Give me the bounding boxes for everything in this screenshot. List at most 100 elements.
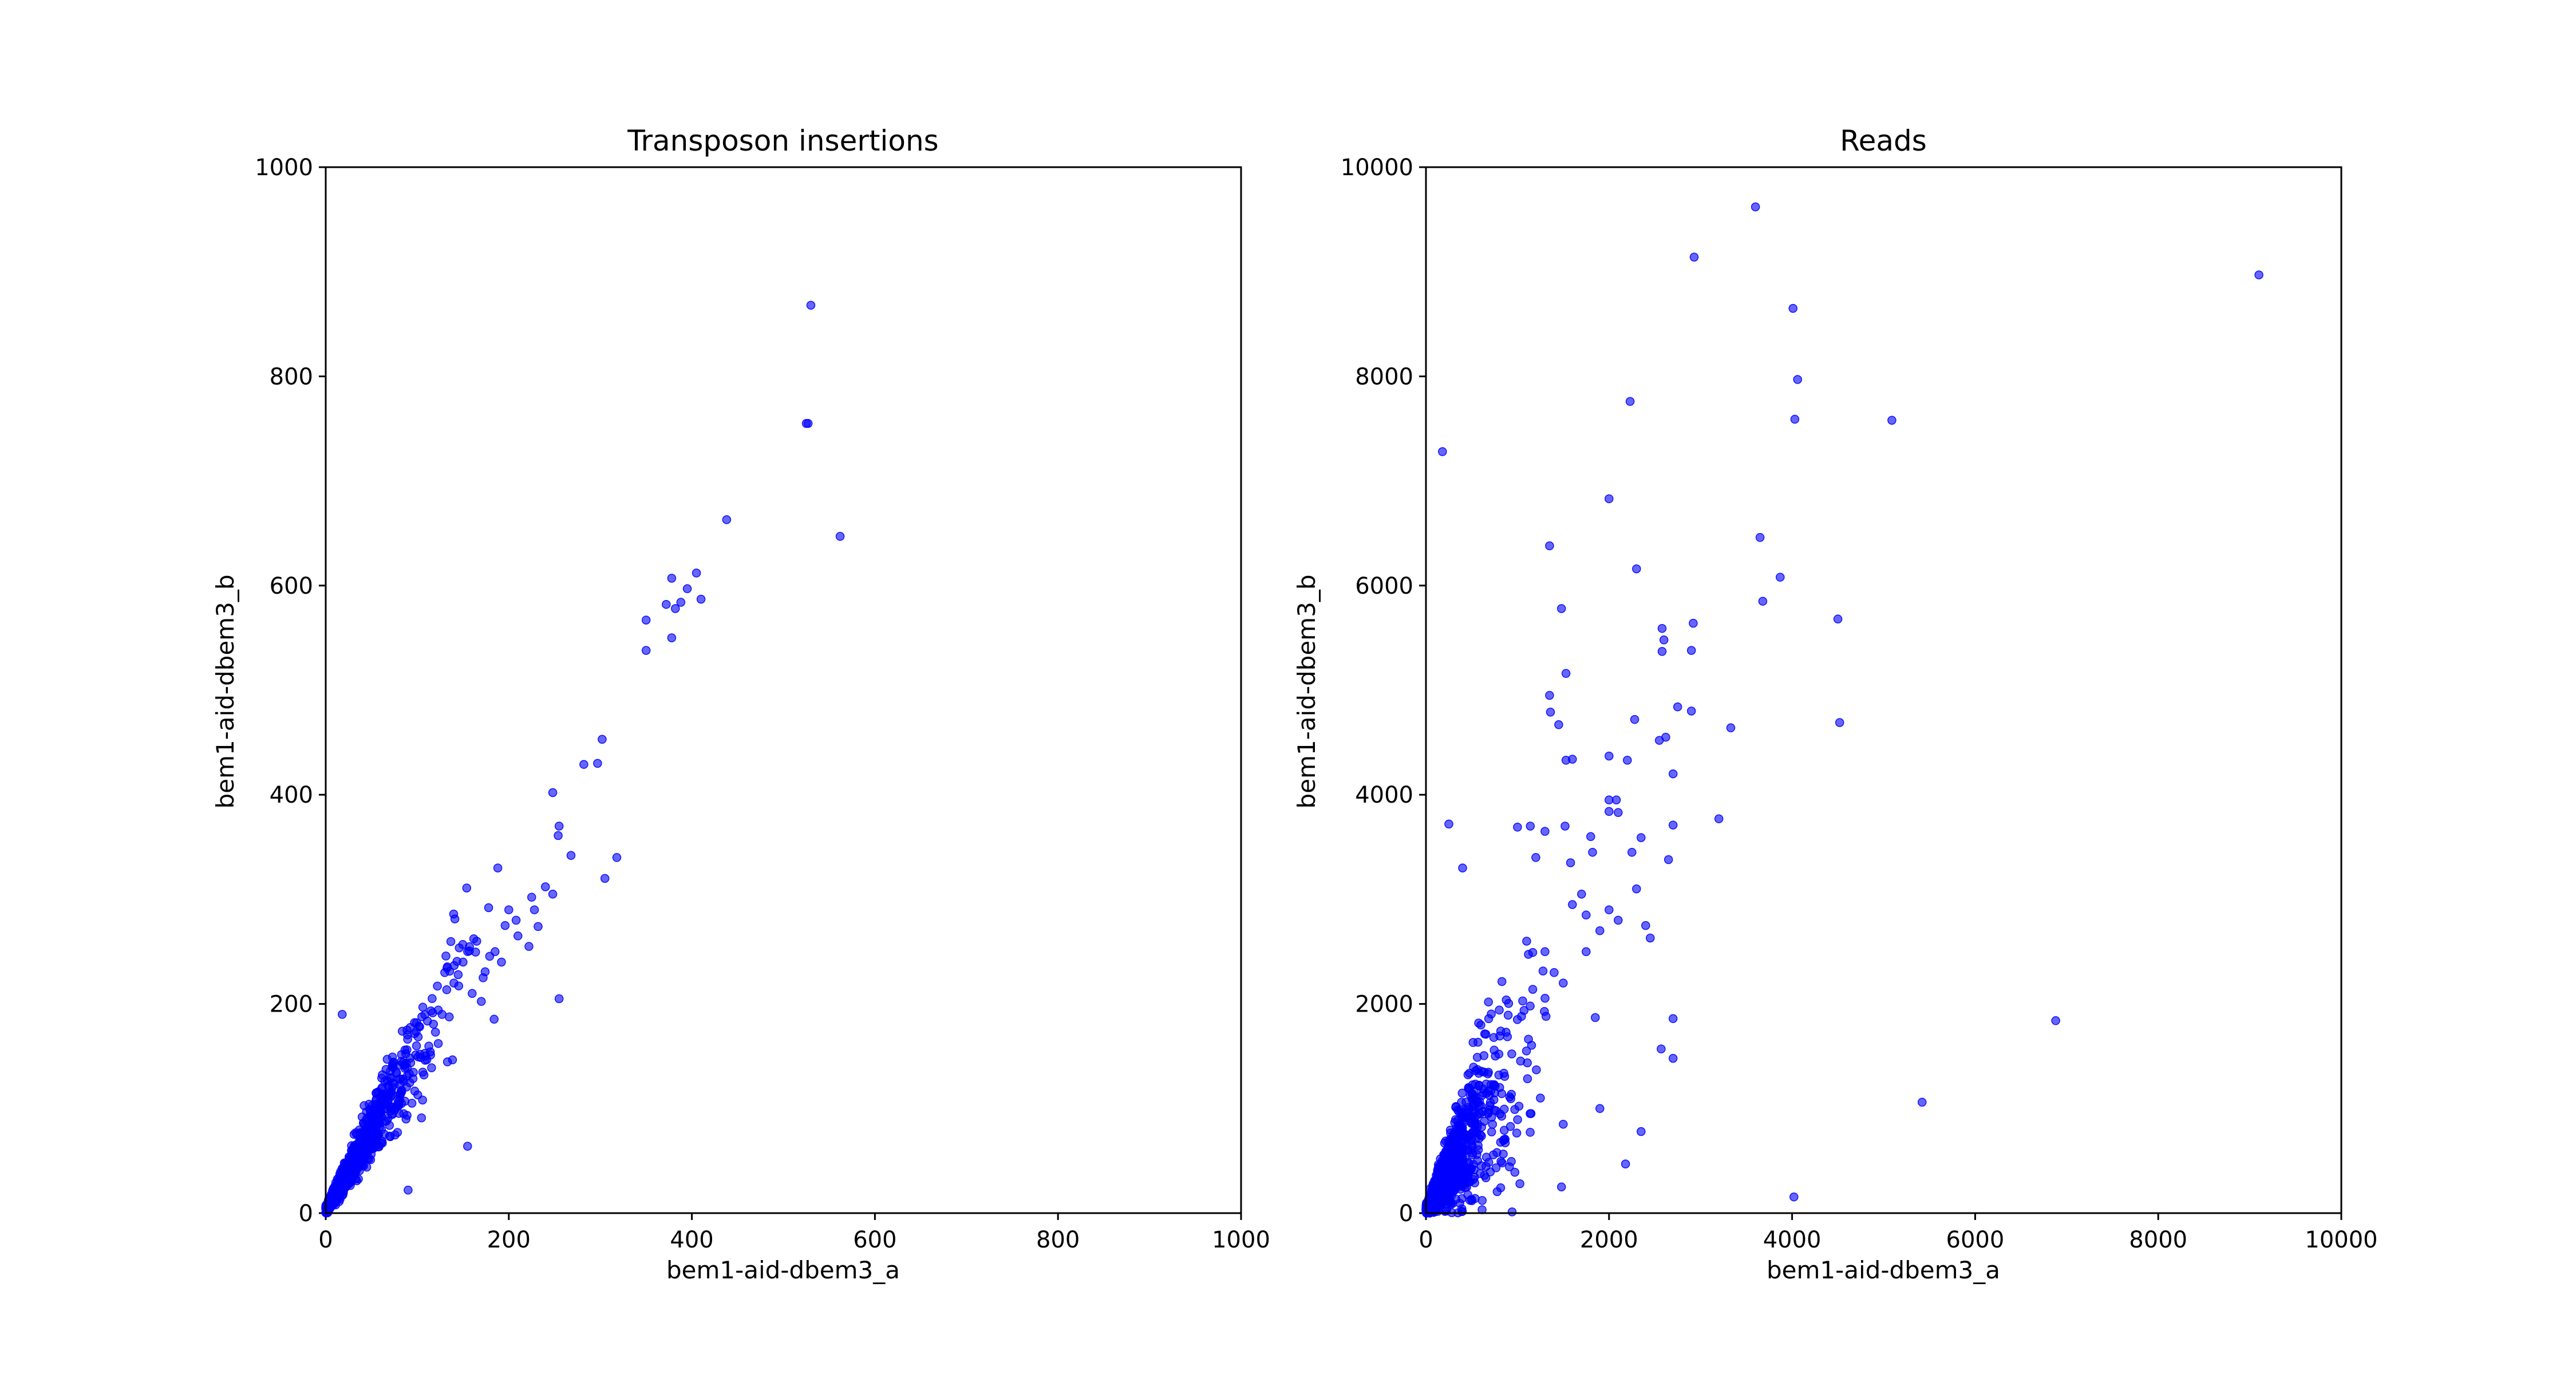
data-point (463, 947, 472, 956)
data-point (1627, 847, 1637, 857)
data-point (403, 1035, 412, 1044)
data-point (722, 515, 732, 524)
data-point (427, 1063, 436, 1072)
data-point (1491, 1163, 1501, 1172)
data-point (362, 1154, 372, 1164)
data-point (1630, 714, 1639, 724)
y-tick-label: 400 (270, 782, 313, 808)
data-point (1457, 1207, 1467, 1216)
data-point (1726, 723, 1736, 733)
data-point (1887, 416, 1897, 425)
data-point (1428, 1183, 1437, 1193)
data-point (1524, 950, 1533, 959)
data-point (385, 1121, 394, 1130)
data-point (362, 1162, 372, 1172)
x-tick-label: 1000 (1212, 1227, 1270, 1253)
data-point (662, 599, 671, 609)
data-point (1510, 1167, 1520, 1177)
data-point (1522, 937, 1531, 946)
data-point (534, 922, 543, 931)
data-point (385, 1073, 394, 1082)
data-point (801, 418, 811, 428)
data-point (1473, 1156, 1482, 1166)
data-point (1455, 1105, 1465, 1115)
data-point (593, 759, 602, 768)
data-point (1497, 977, 1507, 986)
data-point (1788, 303, 1797, 313)
data-point (1664, 855, 1673, 864)
data-point (1505, 1092, 1515, 1101)
data-point (1605, 494, 1614, 503)
data-point (554, 822, 564, 831)
data-point (428, 994, 437, 1004)
data-point (513, 931, 523, 941)
data-point (1540, 1006, 1549, 1016)
data-point (530, 905, 539, 914)
data-point (1453, 1120, 1463, 1130)
data-point (1605, 751, 1614, 761)
data-point (835, 532, 845, 541)
data-point (1506, 1122, 1515, 1131)
data-point (1499, 1149, 1508, 1159)
data-point (412, 1041, 421, 1051)
data-point (1447, 1191, 1456, 1200)
data-point (1668, 769, 1678, 779)
data-point (1504, 999, 1514, 1008)
data-point (1545, 690, 1554, 700)
data-point (349, 1165, 359, 1175)
data-point (1477, 1131, 1486, 1141)
data-point (554, 831, 563, 840)
y-tick-label: 6000 (1355, 573, 1413, 599)
data-point (484, 903, 493, 913)
data-point (395, 1095, 404, 1104)
data-point (1495, 1083, 1504, 1092)
y-tick-label: 10000 (1341, 155, 1413, 181)
data-point (1481, 1162, 1491, 1171)
data-point (472, 937, 481, 946)
tick-group: 0 200 400 600 800 1000 0 200 400 600 800 1000 (255, 155, 1270, 1253)
data-point (497, 957, 506, 967)
x-tick-label: 2000 (1580, 1227, 1638, 1253)
data-point (1793, 375, 1802, 384)
data-point (449, 978, 459, 988)
x-tick-label: 600 (853, 1227, 896, 1253)
data-point (1507, 1207, 1517, 1217)
data-point (612, 853, 622, 862)
data-point (1513, 823, 1522, 832)
data-point (402, 1045, 412, 1055)
data-point (376, 1139, 386, 1148)
data-point (455, 943, 464, 953)
data-point (489, 1014, 499, 1024)
data-point (1561, 669, 1571, 678)
data-point (1489, 1095, 1499, 1104)
y-tick-label: 0 (299, 1201, 313, 1227)
data-point (1468, 1038, 1478, 1047)
data-point (1605, 795, 1614, 805)
y-axis-label: bem1-aid-dbem3_b (211, 575, 239, 809)
data-point (1776, 572, 1785, 582)
y-tick-label: 600 (270, 573, 313, 599)
data-point (1546, 708, 1555, 717)
data-point (1469, 1127, 1479, 1136)
data-point (511, 915, 521, 925)
data-point (1623, 756, 1632, 765)
data-point (433, 981, 442, 991)
data-point (1835, 718, 1844, 727)
data-point (333, 1187, 342, 1197)
data-point (1450, 1182, 1459, 1191)
data-point (1611, 795, 1621, 805)
data-point (463, 1142, 472, 1151)
y-axis-label: bem1-aid-dbem3_b (1293, 575, 1321, 809)
data-point (1457, 1142, 1467, 1152)
data-point (1686, 646, 1696, 655)
y-tick-label: 0 (1399, 1201, 1413, 1227)
data-point (366, 1118, 376, 1128)
data-point (1507, 1049, 1516, 1059)
data-point (1463, 1190, 1472, 1199)
data-point (598, 735, 607, 744)
data-point (1454, 1165, 1464, 1175)
data-point (1500, 1072, 1510, 1081)
data-point (1526, 1001, 1535, 1011)
data-point (1514, 1101, 1524, 1111)
